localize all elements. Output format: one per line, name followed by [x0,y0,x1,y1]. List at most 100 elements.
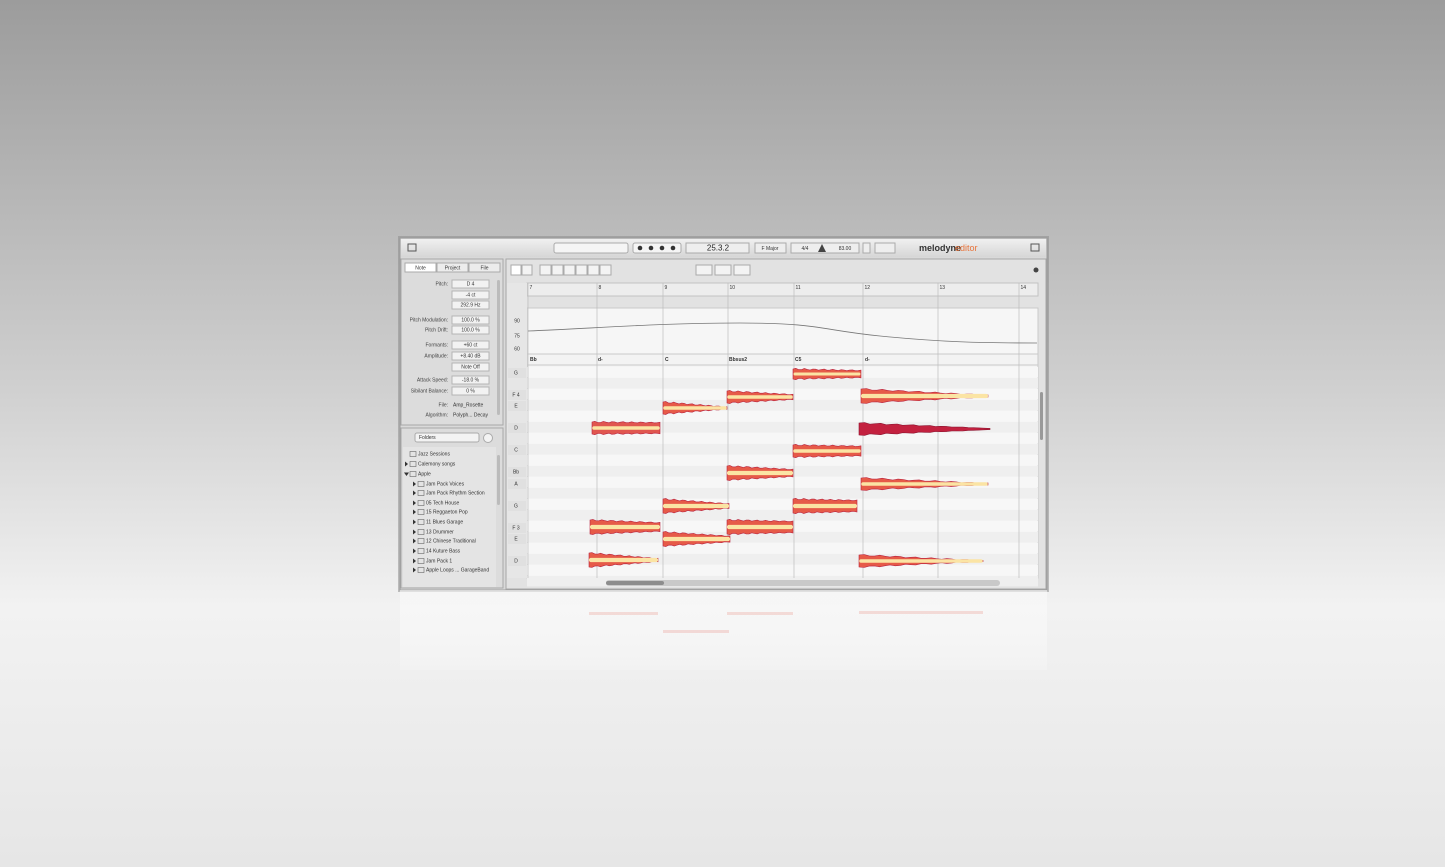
field-value[interactable]: +8.40 dB [460,353,481,359]
folders-label[interactable]: Folders [419,435,436,441]
panel-toggle[interactable] [407,243,417,252]
field-value[interactable]: 100.0 % [461,327,480,333]
tool[interactable] [587,264,600,276]
field-box[interactable] [451,362,490,372]
btn-play[interactable] [659,245,665,251]
field-value[interactable]: D 4 [467,281,475,287]
bar-number: 14 [1021,285,1027,291]
macro-btn[interactable] [874,242,896,254]
browser-item[interactable]: 13 Drummer [426,529,454,535]
field-value[interactable]: -4 ct [466,292,476,298]
v-scroll[interactable] [1040,392,1043,440]
tool[interactable] [551,264,564,276]
reflection-fade [400,590,1047,670]
browser-item[interactable]: Calemony songs [418,461,456,467]
folders-select[interactable] [414,432,480,443]
roll-row [527,532,1038,543]
tab-label[interactable]: Note [415,265,426,271]
field-box[interactable] [451,375,490,385]
expand[interactable] [413,519,416,525]
folder-icon [417,558,425,564]
field-box[interactable] [451,340,490,350]
expand[interactable] [413,538,416,544]
btn-record[interactable] [637,245,643,251]
collapse[interactable] [404,472,409,477]
settings[interactable] [1033,267,1039,273]
key-box[interactable] [754,242,787,254]
folder-icon [417,538,425,544]
field-box[interactable] [451,300,490,310]
tempo-curve [527,322,1038,344]
field-label: Pitch Drift: [425,327,448,333]
browser-item[interactable]: Apple Loops ... GarageBand [426,567,489,573]
note-selected[interactable] [858,422,991,436]
field-box[interactable] [451,279,490,289]
field-value[interactable]: 100.0 % [461,317,480,323]
h-thumb[interactable] [606,581,664,585]
tool[interactable] [599,264,612,276]
tab[interactable] [404,262,437,273]
folder-icon [417,500,425,506]
field-value[interactable]: +60 ct [464,342,478,348]
field-box[interactable] [451,290,490,300]
zoom-slider[interactable] [553,242,629,254]
expand[interactable] [413,558,416,564]
expand[interactable] [413,509,416,515]
expand[interactable] [413,481,416,487]
tab[interactable] [436,262,469,273]
pitch-label-bg [508,556,526,566]
roll-row [527,444,1038,455]
expand[interactable] [413,548,416,554]
btn-loop[interactable] [670,245,676,251]
browser-item[interactable]: 12 Chinese Traditional [426,538,476,544]
tool[interactable] [714,264,732,276]
tool[interactable] [510,264,522,276]
field-value[interactable]: 0 % [466,388,475,394]
browser-item[interactable]: 05 Tech House [426,500,459,506]
browser-item[interactable]: 14 Kuture Bass [426,548,461,554]
field-box[interactable] [451,325,490,335]
browser-item[interactable]: Jam Pack Voices [426,481,465,487]
expand[interactable] [405,461,408,467]
tab-label[interactable]: Project [445,265,461,271]
tool[interactable] [575,264,588,276]
field-value[interactable]: 292.9 Hz [460,302,481,308]
expand[interactable] [413,567,416,573]
field-label: Pitch Modulation: [410,317,448,323]
reflection-note [727,612,793,615]
expand[interactable] [413,529,416,535]
browser-item[interactable]: Jam Pack Rhythm Section [426,490,485,496]
tab[interactable] [468,262,501,273]
tool[interactable] [733,264,751,276]
field-box[interactable] [451,315,490,325]
search[interactable] [483,433,493,443]
tool[interactable] [521,264,533,276]
btn-stop[interactable] [648,245,654,251]
tool[interactable] [563,264,576,276]
roll-row [527,565,1038,576]
field-value[interactable]: -18.0 % [462,377,480,383]
metronome[interactable] [818,244,826,252]
expand[interactable] [413,500,416,506]
pitch-label-bg [508,423,526,433]
browser-item[interactable]: Jazz Sessions [418,451,450,457]
roll-row [527,455,1038,466]
tool[interactable] [695,264,713,276]
position-box [685,242,750,254]
pitch-label: D [514,425,518,431]
key[interactable]: F Major [762,246,779,252]
mode-btn[interactable] [862,242,871,254]
browser-item[interactable]: 11 Blues Garage [426,519,463,525]
panel-toggle-right[interactable] [1030,243,1040,252]
browser-item[interactable]: 15 Reggaeton Pop [426,509,468,515]
field-box[interactable] [451,386,490,396]
roll-row [527,367,1038,378]
tab-label[interactable]: File [480,265,488,271]
tool[interactable] [539,264,552,276]
browser-item[interactable]: Apple [418,471,431,477]
browser-item[interactable]: Jam Pack 1 [426,558,452,564]
field-box[interactable] [451,351,490,361]
roll-row [527,400,1038,411]
field-value[interactable]: Note Off [461,364,480,370]
expand[interactable] [413,490,416,496]
